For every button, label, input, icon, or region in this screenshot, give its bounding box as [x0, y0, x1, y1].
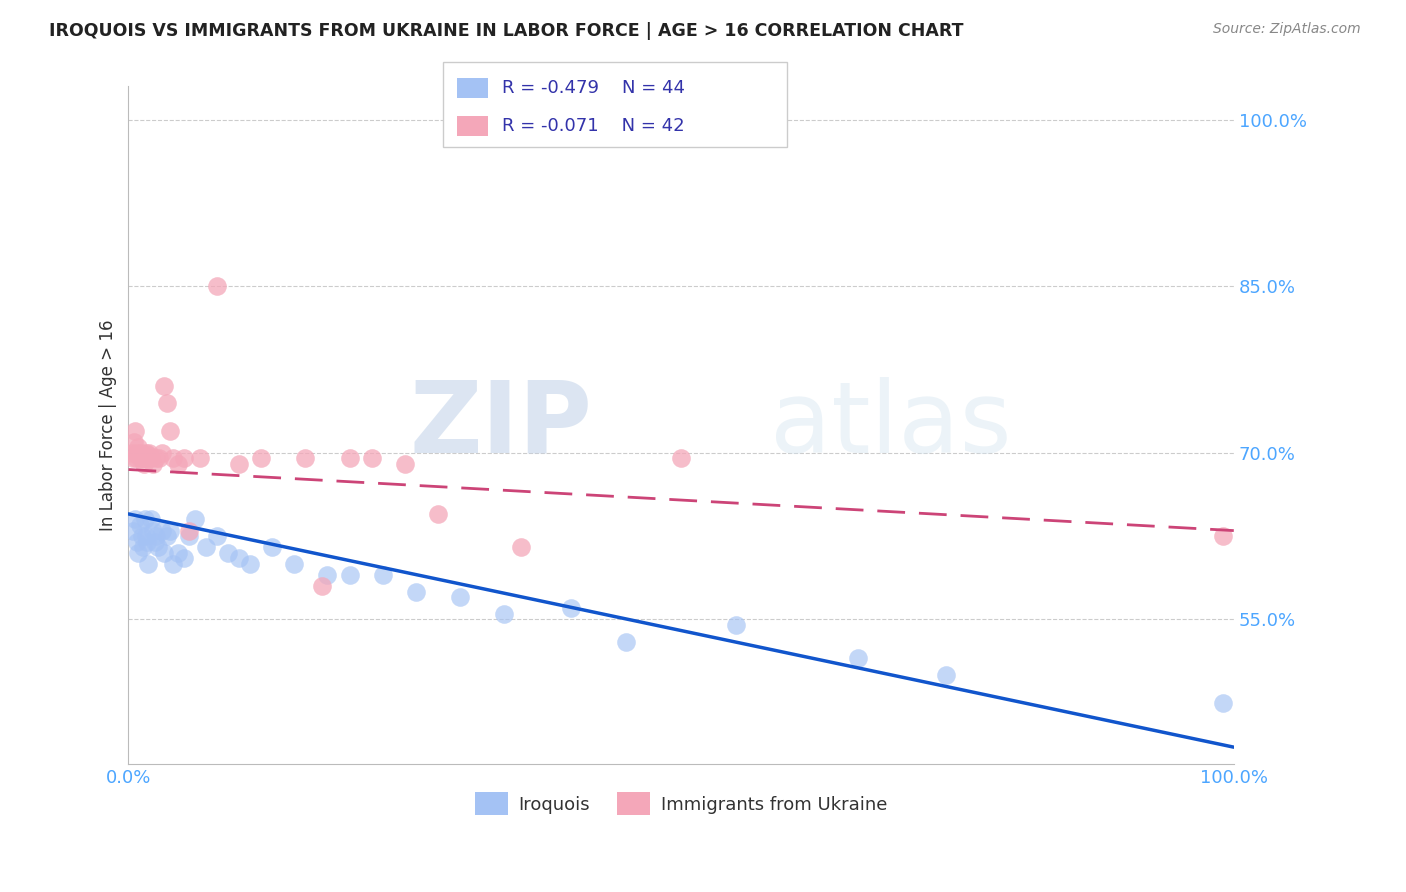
- Point: [129, 446, 152, 460]
- Point: [935, 668, 957, 682]
- Point: [134, 451, 156, 466]
- Point: [426, 507, 449, 521]
- Point: [145, 529, 167, 543]
- Point: [122, 434, 145, 449]
- Point: [494, 607, 516, 621]
- Point: [127, 546, 149, 560]
- Point: [148, 541, 170, 555]
- Point: [131, 451, 153, 466]
- Point: [156, 396, 179, 410]
- Point: [614, 634, 637, 648]
- Point: [138, 557, 160, 571]
- Point: [179, 529, 201, 543]
- Y-axis label: In Labor Force | Age > 16: In Labor Force | Age > 16: [100, 319, 117, 531]
- Point: [143, 534, 166, 549]
- Point: [128, 518, 150, 533]
- Text: R = -0.071    N = 42: R = -0.071 N = 42: [502, 117, 685, 135]
- Point: [669, 451, 692, 466]
- Point: [121, 446, 143, 460]
- Point: [162, 451, 184, 466]
- Point: [167, 457, 190, 471]
- Point: [162, 557, 184, 571]
- Point: [131, 529, 153, 543]
- Point: [339, 451, 361, 466]
- Point: [139, 512, 162, 526]
- Point: [179, 524, 201, 538]
- Point: [205, 279, 228, 293]
- Point: [250, 451, 273, 466]
- Point: [205, 529, 228, 543]
- Text: atlas: atlas: [769, 376, 1011, 474]
- Point: [122, 451, 145, 466]
- Point: [188, 451, 211, 466]
- Point: [153, 546, 176, 560]
- Point: [449, 591, 471, 605]
- Point: [128, 451, 150, 466]
- Point: [339, 568, 361, 582]
- Point: [135, 446, 157, 460]
- Point: [262, 541, 284, 555]
- Point: [560, 601, 582, 615]
- Point: [124, 512, 146, 526]
- Point: [228, 551, 250, 566]
- Point: [132, 457, 155, 471]
- Point: [127, 440, 149, 454]
- Point: [142, 457, 165, 471]
- Point: [394, 457, 416, 471]
- Point: [184, 512, 207, 526]
- Point: [139, 451, 162, 466]
- Point: [1212, 529, 1234, 543]
- Point: [159, 524, 181, 538]
- Point: [127, 534, 149, 549]
- Point: [167, 546, 190, 560]
- Point: [138, 448, 160, 462]
- Point: [228, 457, 250, 471]
- Point: [125, 451, 148, 466]
- Point: [173, 551, 195, 566]
- Point: [124, 424, 146, 438]
- Point: [509, 541, 531, 555]
- Point: [1212, 696, 1234, 710]
- Point: [173, 451, 195, 466]
- Point: [311, 579, 333, 593]
- Legend: Iroquois, Immigrants from Ukraine: Iroquois, Immigrants from Ukraine: [468, 785, 894, 822]
- Text: IROQUOIS VS IMMIGRANTS FROM UKRAINE IN LABOR FORCE | AGE > 16 CORRELATION CHART: IROQUOIS VS IMMIGRANTS FROM UKRAINE IN L…: [49, 22, 963, 40]
- Point: [371, 568, 394, 582]
- Point: [283, 557, 305, 571]
- Point: [136, 451, 159, 466]
- Point: [153, 379, 176, 393]
- Point: [142, 524, 165, 538]
- Point: [148, 451, 170, 466]
- Point: [132, 451, 155, 466]
- Point: [122, 524, 145, 538]
- Point: [136, 534, 159, 549]
- Point: [138, 446, 160, 460]
- Point: [360, 451, 382, 466]
- Text: R = -0.479    N = 44: R = -0.479 N = 44: [502, 78, 685, 97]
- Point: [145, 451, 167, 466]
- Point: [134, 512, 156, 526]
- Point: [194, 541, 217, 555]
- Text: ZIP: ZIP: [409, 376, 593, 474]
- Point: [156, 529, 179, 543]
- Text: Source: ZipAtlas.com: Source: ZipAtlas.com: [1213, 22, 1361, 37]
- Point: [150, 524, 173, 538]
- Point: [150, 446, 173, 460]
- Point: [316, 568, 339, 582]
- Point: [405, 584, 427, 599]
- Point: [846, 651, 869, 665]
- Point: [294, 451, 316, 466]
- Point: [159, 424, 181, 438]
- Point: [135, 529, 157, 543]
- Point: [127, 446, 149, 460]
- Point: [725, 618, 748, 632]
- Point: [132, 541, 155, 555]
- Point: [217, 546, 239, 560]
- Point: [239, 557, 262, 571]
